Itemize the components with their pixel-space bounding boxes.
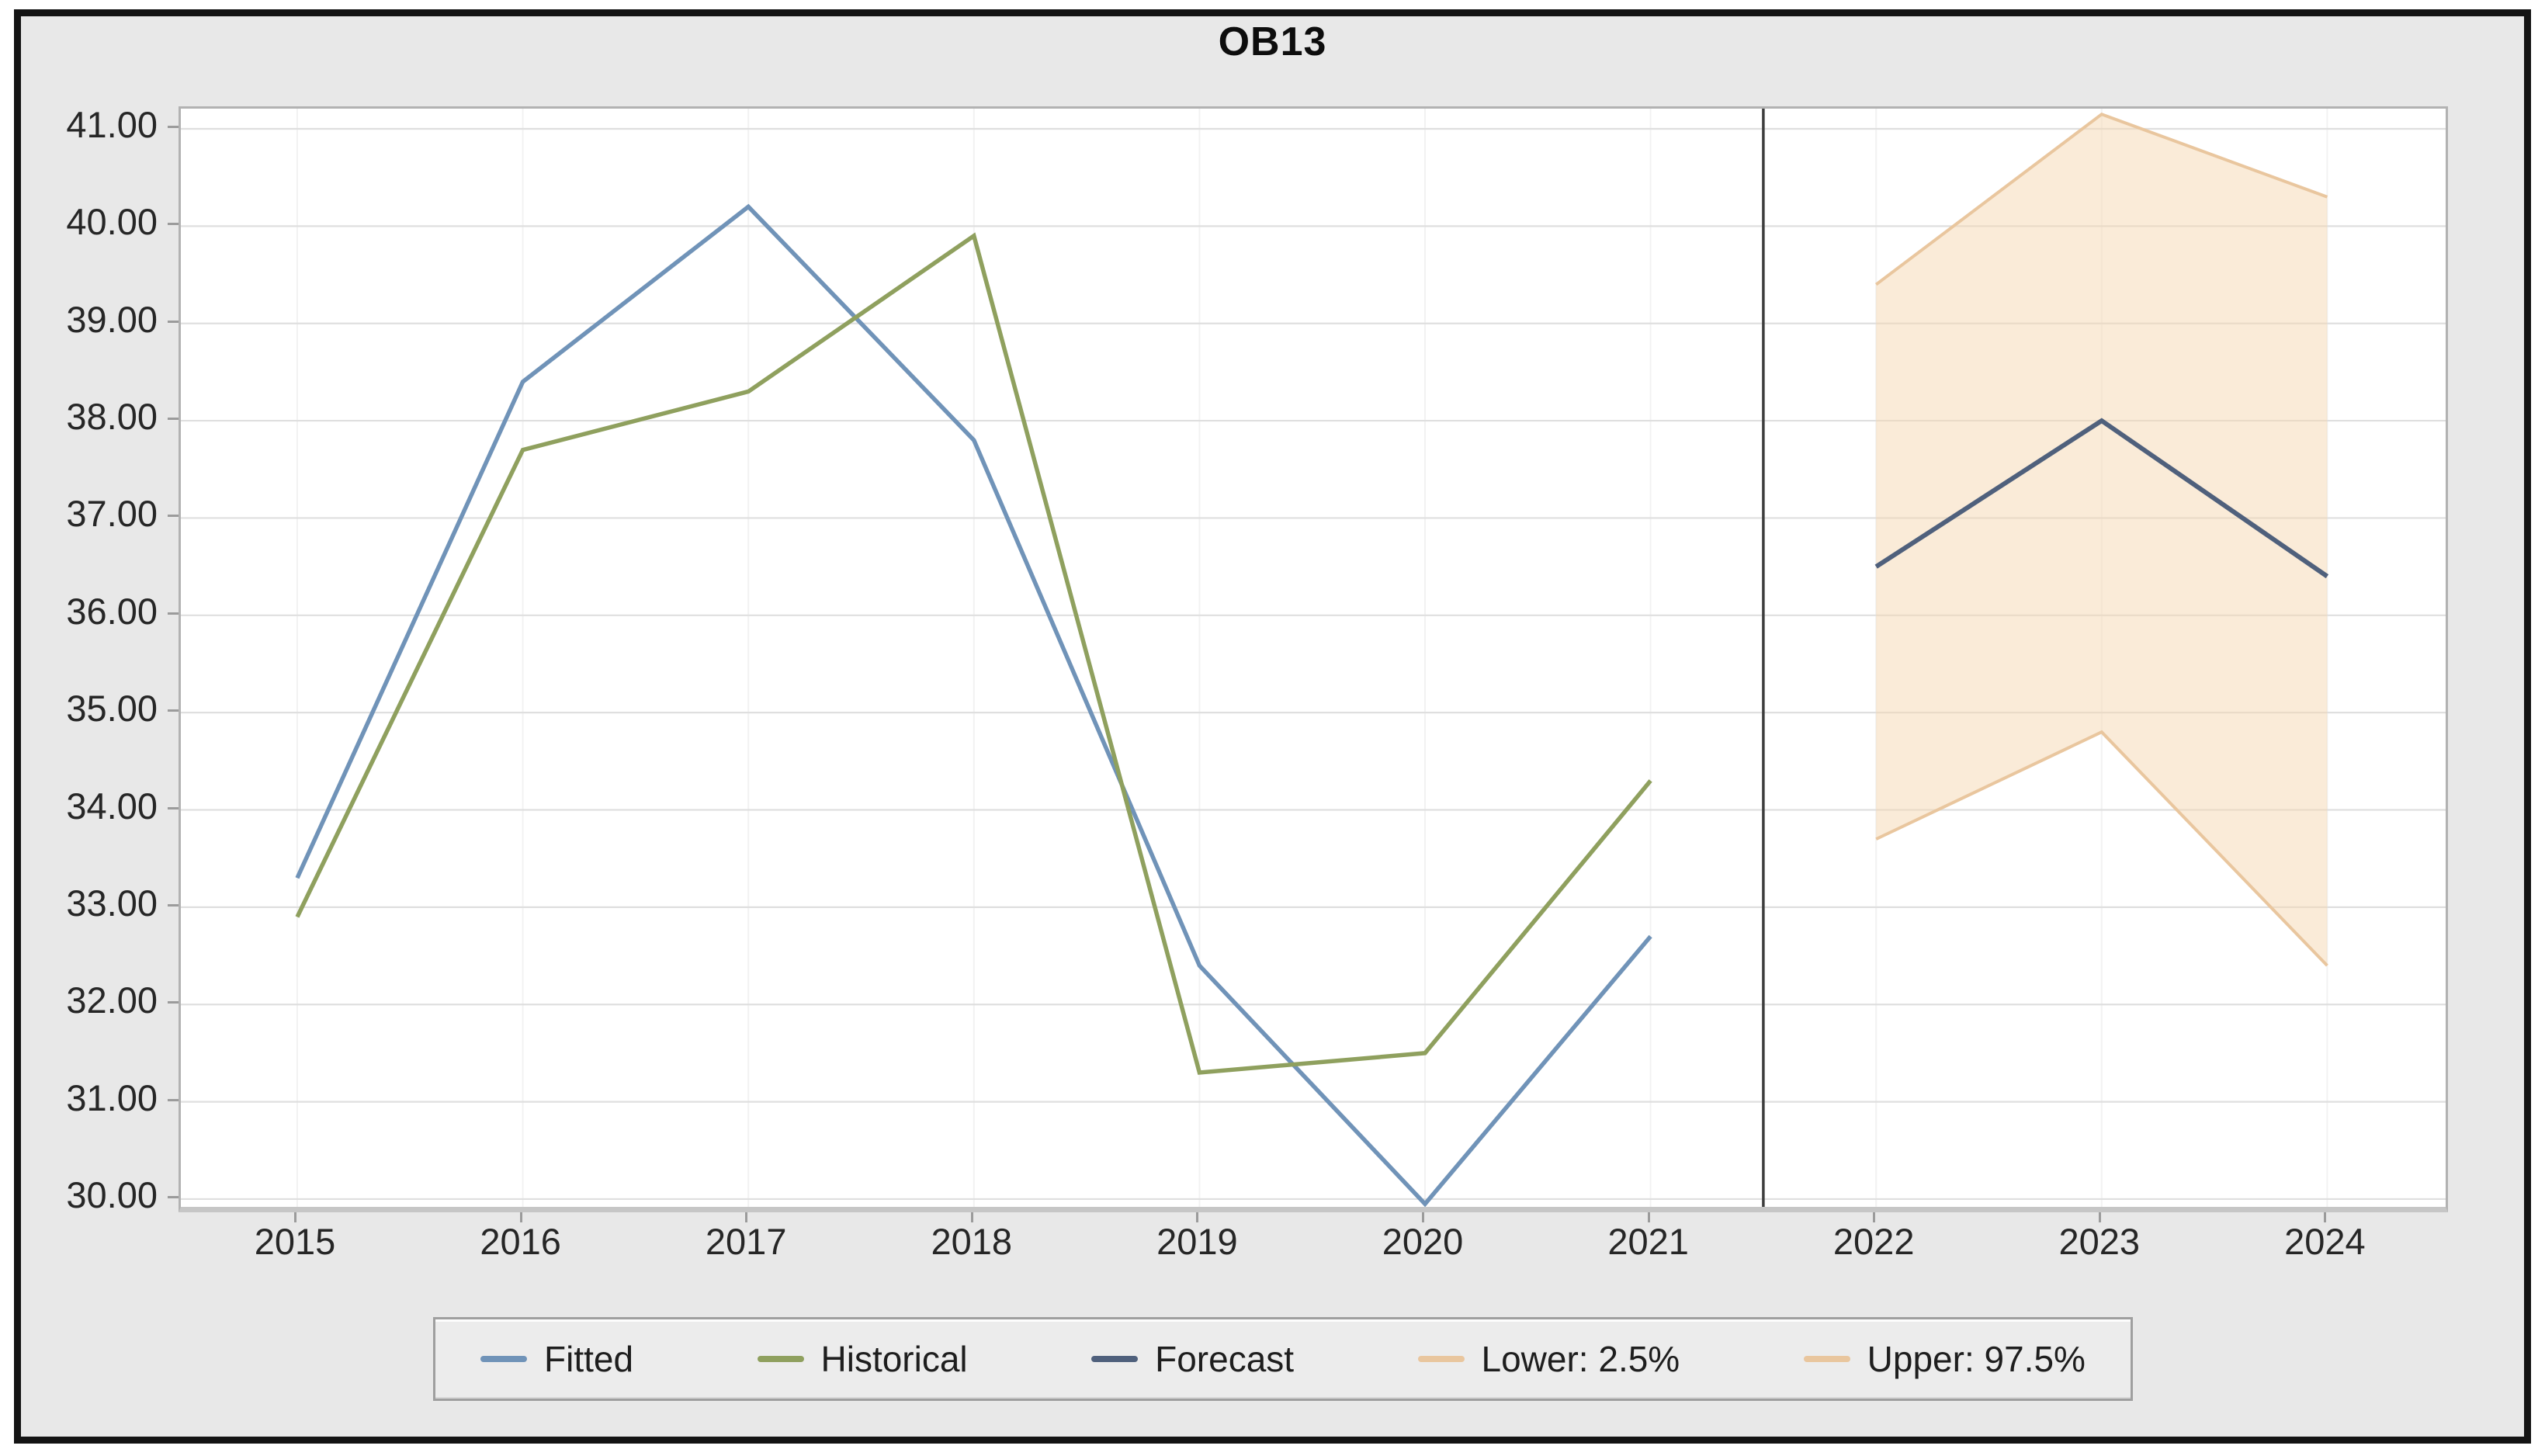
legend-item: Historical xyxy=(757,1338,968,1380)
y-tick-label: 40.00 xyxy=(66,201,158,243)
x-tick-label: 2017 xyxy=(705,1221,787,1262)
fitted-line xyxy=(295,203,1652,1207)
y-tick-label: 39.00 xyxy=(66,298,158,340)
legend-label: Lower: 2.5% xyxy=(1481,1339,1680,1379)
legend-label: Historical xyxy=(820,1339,968,1379)
x-tick-label: 2020 xyxy=(1382,1221,1464,1262)
y-tick-mark xyxy=(168,612,179,615)
x-tick-label: 2022 xyxy=(1832,1221,1915,1262)
legend: Fitted Historical Forecast Lower: 2.5% Upper… xyxy=(433,1317,2133,1401)
y-tick-mark xyxy=(168,709,179,712)
chart-title: OB13 xyxy=(1218,19,1327,64)
confidence-band xyxy=(1876,114,2328,966)
y-tick-mark xyxy=(168,418,179,421)
legend-swatch-icon xyxy=(1803,1356,1850,1362)
y-tick-label: 36.00 xyxy=(66,590,158,632)
x-tick-mark xyxy=(1647,1212,1650,1222)
legend-label: Forecast xyxy=(1155,1339,1295,1379)
x-tick-mark xyxy=(970,1212,973,1222)
x-tick-label: 2023 xyxy=(2058,1221,2141,1262)
x-tick-mark xyxy=(1873,1212,1876,1222)
y-tick-label: 32.00 xyxy=(66,979,158,1021)
legend-swatch-icon xyxy=(757,1356,804,1362)
x-tick-label: 2016 xyxy=(480,1221,561,1262)
y-tick-label: 38.00 xyxy=(66,396,158,438)
y-tick-mark xyxy=(168,806,179,809)
y-tick-mark xyxy=(168,1098,179,1101)
legend-item: Fitted xyxy=(480,1338,633,1380)
y-tick-label: 33.00 xyxy=(66,882,158,924)
y-tick-mark xyxy=(168,1195,179,1198)
x-tick-mark xyxy=(1196,1212,1199,1222)
forecast-line xyxy=(1874,418,2329,579)
y-tick-mark xyxy=(168,1001,179,1004)
x-tick-label: 2018 xyxy=(931,1221,1013,1262)
legend-swatch-icon xyxy=(480,1356,527,1362)
legend-swatch-icon xyxy=(1091,1356,1139,1362)
x-tick-label: 2015 xyxy=(254,1221,336,1262)
x-tick-mark xyxy=(2098,1212,2101,1222)
legend-item: Forecast xyxy=(1091,1338,1294,1380)
legend-swatch-icon xyxy=(1417,1356,1465,1362)
y-tick-mark xyxy=(168,126,179,128)
y-tick-mark xyxy=(168,320,179,323)
y-tick-label: 30.00 xyxy=(66,1173,158,1215)
y-tick-label: 35.00 xyxy=(66,688,158,730)
x-tick-mark xyxy=(1422,1212,1424,1222)
x-tick-label: 2024 xyxy=(2284,1221,2366,1262)
legend-label: Fitted xyxy=(544,1339,634,1379)
plot-area xyxy=(179,106,2448,1212)
historical-line xyxy=(295,232,1652,1075)
x-tick-mark xyxy=(519,1212,522,1222)
plot-canvas xyxy=(181,109,2446,1207)
x-tick-label: 2019 xyxy=(1156,1221,1238,1262)
x-tick-mark xyxy=(2324,1212,2327,1222)
x-tick-mark xyxy=(294,1212,296,1222)
upper-bound-line xyxy=(1874,112,2328,286)
lower-bound-line xyxy=(1875,730,2328,967)
y-tick-label: 31.00 xyxy=(66,1076,158,1118)
y-tick-label: 34.00 xyxy=(66,785,158,827)
x-tick-mark xyxy=(745,1212,748,1222)
legend-item: Upper: 97.5% xyxy=(1803,1338,2086,1380)
legend-label: Upper: 97.5% xyxy=(1867,1339,2086,1379)
y-tick-label: 37.00 xyxy=(66,493,158,535)
y-tick-mark xyxy=(168,223,179,226)
y-tick-label: 41.00 xyxy=(66,104,158,145)
y-tick-mark xyxy=(168,903,179,907)
legend-item: Lower: 2.5% xyxy=(1417,1338,1680,1380)
x-tick-label: 2021 xyxy=(1607,1221,1689,1262)
y-tick-mark xyxy=(168,515,179,518)
